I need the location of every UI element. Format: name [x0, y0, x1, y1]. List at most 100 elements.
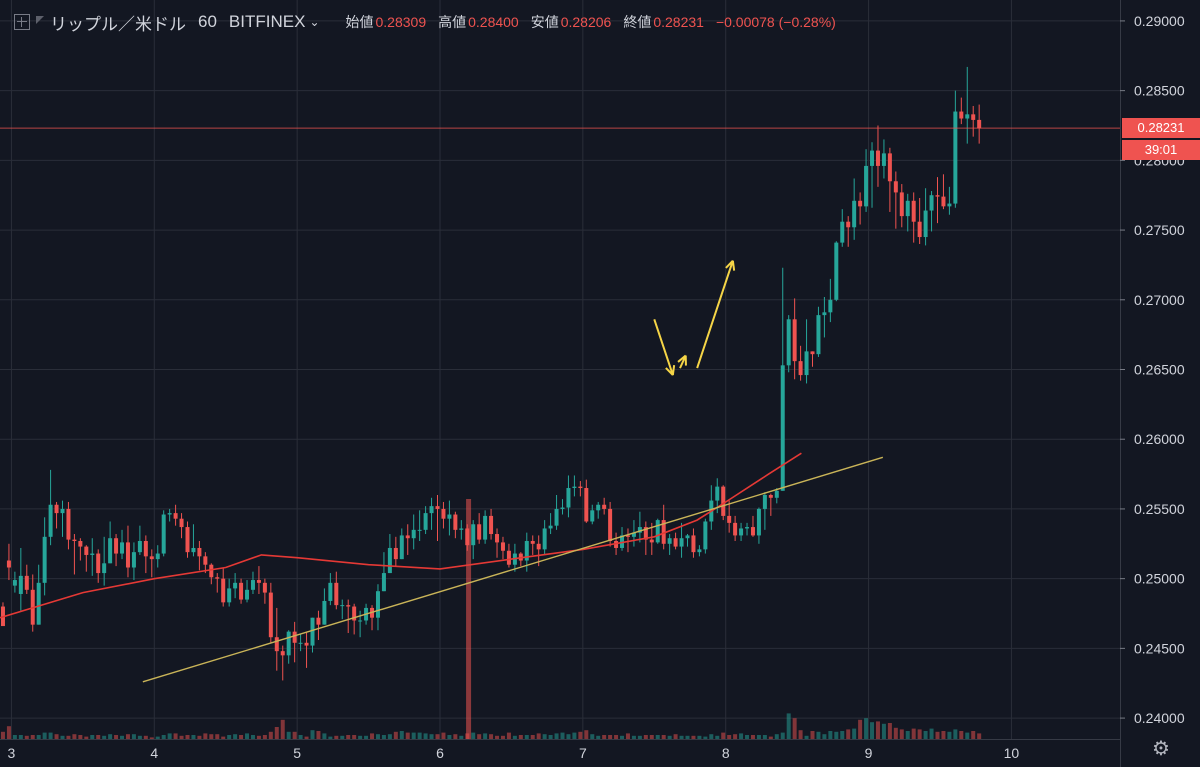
volume-bar [358, 735, 363, 739]
volume-bar [0, 731, 5, 739]
volume-bar [72, 734, 77, 739]
flag-icon[interactable] [36, 16, 44, 24]
bar-countdown-tag: 39:01 [1122, 140, 1200, 161]
volume-bar [959, 731, 964, 739]
arrow-head [725, 260, 734, 269]
candle-body [489, 515, 494, 535]
volume-bar [215, 734, 220, 739]
volume-bar [506, 732, 511, 739]
candle-body [102, 563, 107, 574]
candle-body [143, 541, 148, 557]
volume-bar [149, 737, 154, 739]
volume-bar [137, 735, 142, 739]
volume-bar [798, 730, 803, 739]
candle-body [36, 582, 41, 625]
candle-body [649, 539, 654, 543]
candle-body [346, 605, 351, 607]
candle-body [917, 221, 922, 238]
volume-bar [250, 735, 255, 739]
volume-bar [495, 735, 500, 739]
candle-body [697, 549, 702, 553]
candle-body [477, 524, 482, 540]
candle-body [625, 535, 630, 537]
volume-bar [590, 734, 595, 739]
volume-bar [459, 735, 464, 739]
candle-body [733, 522, 738, 536]
candle-body [864, 165, 869, 207]
candle-body [54, 504, 59, 514]
chevron-down-icon[interactable]: ⌄ [309, 15, 320, 29]
time-tick-label: 6 [436, 745, 444, 761]
volume-bar [911, 728, 916, 739]
current-price-tag: 0.28231 [1122, 118, 1200, 139]
volume-bar [262, 735, 267, 739]
candle-body [727, 515, 732, 523]
candle-body [173, 513, 178, 519]
candle-body [858, 200, 863, 207]
price-tick-label: 0.24500 [1134, 640, 1185, 656]
candle-body [495, 534, 500, 543]
candle-body [304, 642, 309, 646]
candle-body [768, 494, 773, 498]
volume-bar [524, 735, 529, 739]
time-tick-label: 4 [150, 745, 158, 761]
timeframe[interactable]: 60 [198, 12, 217, 31]
volume-bar [435, 734, 440, 739]
candle-body [227, 588, 232, 603]
volume-bar [667, 735, 672, 739]
gear-icon[interactable]: ⚙ [1152, 738, 1170, 760]
candle-body [66, 508, 71, 540]
volume-bar [840, 731, 845, 739]
volume-bar [352, 735, 357, 739]
symbol-name[interactable]: リップル／米ドル [50, 14, 186, 34]
time-tick-label: 5 [293, 745, 301, 761]
volume-bar [697, 735, 702, 739]
plus-square-icon[interactable] [14, 14, 30, 30]
volume-bar [203, 733, 208, 739]
volume-bar [292, 731, 297, 739]
low-value: 0.28206 [560, 14, 612, 30]
volume-bar [387, 734, 392, 739]
candle-body [435, 506, 440, 509]
volume-bar [268, 731, 273, 739]
candle-body [167, 513, 172, 515]
candle-body [667, 538, 672, 544]
candle-body [399, 535, 404, 560]
candle-body [953, 111, 958, 204]
candle-body [852, 200, 857, 228]
volume-bars [0, 499, 982, 739]
close-label: 終値 [623, 14, 652, 30]
arrow-head [677, 354, 687, 363]
volume-bar [786, 713, 791, 739]
volume-bar [637, 735, 642, 739]
overlays [0, 127, 1120, 683]
volume-bar [24, 735, 29, 739]
exchange-name[interactable]: BITFINEX [228, 12, 306, 31]
price-tick-label: 0.25000 [1134, 571, 1185, 587]
candle-body [256, 580, 261, 583]
candle-body [90, 553, 95, 555]
price-tick-label: 0.27000 [1134, 292, 1185, 308]
candle-body [465, 528, 470, 546]
volume-bar [96, 735, 101, 739]
candle-body [786, 319, 791, 366]
candle-body [12, 580, 17, 586]
volume-bar [620, 735, 625, 739]
price-tick-label: 0.26500 [1134, 362, 1185, 378]
volume-bar [935, 731, 940, 739]
price-tick-label: 0.25500 [1134, 501, 1185, 517]
volume-bar [822, 734, 827, 739]
volume-bar [500, 735, 505, 739]
volume-bar [274, 727, 279, 739]
candle-body [548, 525, 553, 529]
volume-bar [905, 731, 910, 739]
volume-bar [852, 728, 857, 739]
candle-body [590, 510, 595, 522]
candle-body [840, 221, 845, 243]
volume-bar [30, 735, 35, 739]
volume-bar [256, 735, 261, 739]
volume-bar [298, 735, 303, 739]
candle-body [417, 529, 422, 531]
